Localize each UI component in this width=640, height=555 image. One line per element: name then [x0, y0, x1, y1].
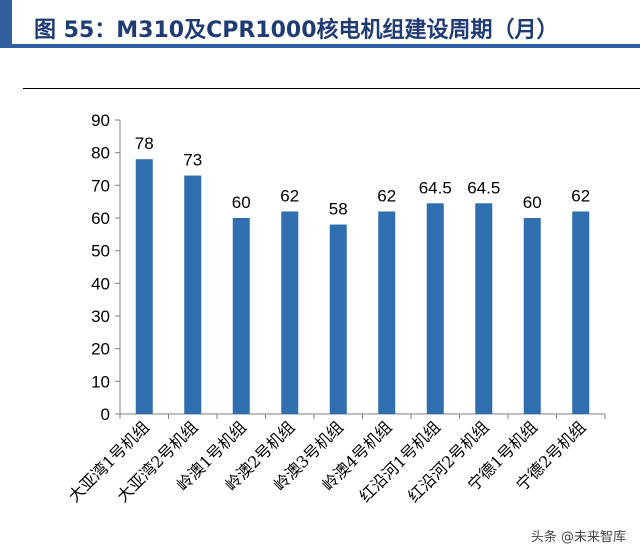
bar: [475, 203, 493, 414]
bar: [135, 159, 153, 414]
bar: [426, 203, 444, 414]
y-tick-label: 0: [101, 405, 110, 424]
chart-top-divider: [23, 88, 640, 89]
bar: [232, 218, 250, 414]
y-tick-label: 50: [91, 242, 110, 261]
y-tick-label: 70: [91, 176, 110, 195]
bar-value-label: 62: [377, 186, 396, 205]
bar-value-label: 60: [523, 193, 542, 212]
bar: [378, 211, 396, 414]
y-tick-label: 90: [91, 111, 110, 130]
watermark: 头条 @未来智库: [530, 530, 626, 545]
title-divider: [0, 44, 640, 48]
y-tick-label: 40: [91, 274, 110, 293]
bar-value-label: 64.5: [419, 178, 452, 197]
brand-logo: [0, 0, 12, 44]
bar: [329, 224, 347, 414]
bar-value-label: 78: [135, 134, 154, 153]
bar-value-label: 62: [571, 186, 590, 205]
bar: [184, 175, 202, 414]
bar: [281, 211, 299, 414]
y-tick-label: 80: [91, 144, 110, 163]
y-tick-label: 60: [91, 209, 110, 228]
title-bar: 图 55：M310及CPR1000核电机组建设周期（月）: [0, 0, 640, 50]
bar-value-label: 60: [232, 193, 251, 212]
figure-title: 图 55：M310及CPR1000核电机组建设周期（月）: [34, 18, 559, 43]
bar-value-label: 73: [183, 151, 202, 170]
bar-value-label: 58: [329, 200, 348, 219]
bar-value-label: 62: [280, 186, 299, 205]
y-tick-label: 20: [91, 340, 110, 359]
bar: [523, 218, 541, 414]
y-tick-label: 30: [91, 307, 110, 326]
y-tick-label: 10: [91, 372, 110, 391]
bar: [572, 211, 590, 414]
bar-chart: 010203040506070809078大亚湾1号机组73大亚湾2号机组60岭…: [65, 111, 606, 506]
bar-value-label: 64.5: [467, 178, 500, 197]
category-label: 大亚湾1号机组: [65, 417, 154, 506]
